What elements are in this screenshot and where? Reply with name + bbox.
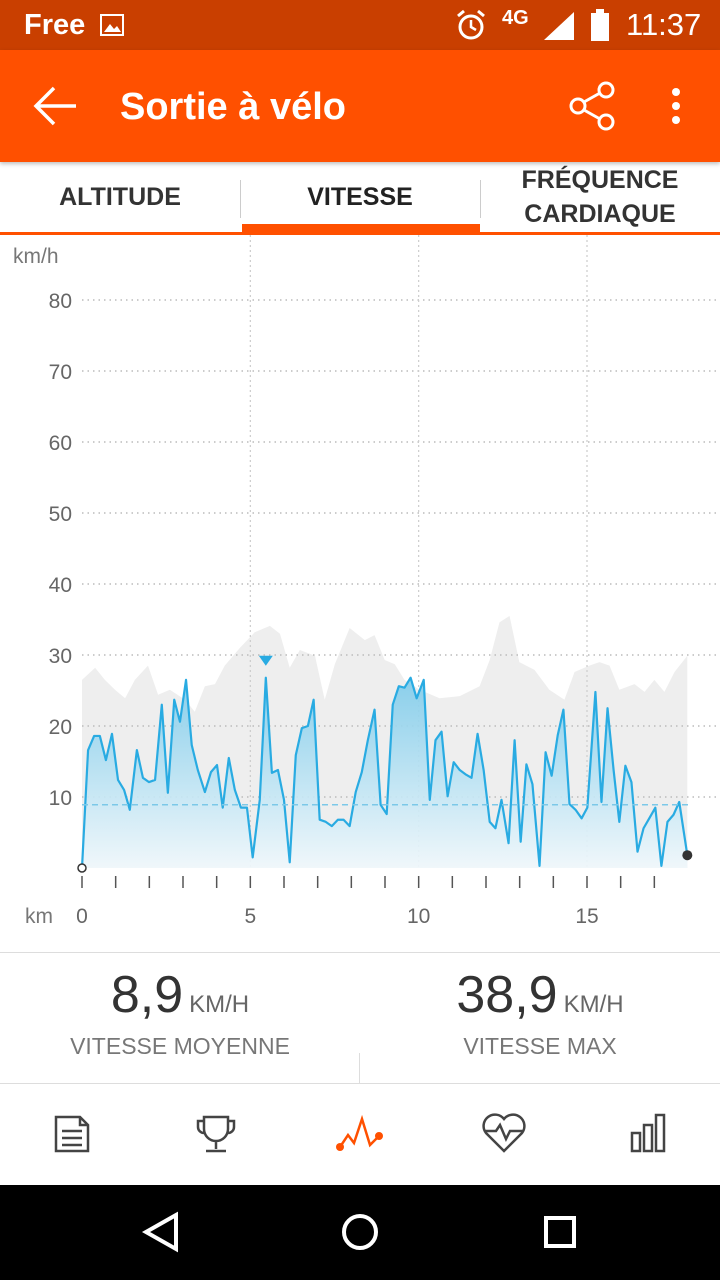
- stat-block: 38,9 KM/H VITESSE MAX: [360, 965, 720, 1060]
- bottom-nav: [54, 1113, 666, 1153]
- alarm-icon: [457, 9, 485, 40]
- graph-tab[interactable]: [336, 1114, 383, 1151]
- home-key[interactable]: [342, 1214, 378, 1250]
- x-tick-label: 15: [575, 905, 598, 928]
- divider: [0, 1083, 720, 1084]
- y-tick-label: 60: [49, 432, 72, 455]
- speed-line: [80, 676, 689, 869]
- stat-value: 38,9: [456, 966, 558, 1024]
- end-point: [682, 850, 693, 861]
- stats-tab[interactable]: [630, 1113, 666, 1153]
- system-nav-bar: [0, 1185, 720, 1280]
- network: 4G: [502, 7, 529, 29]
- x-tick-label: 0: [76, 905, 88, 928]
- stat-block: 8,9 KM/H VITESSE MOYENNE: [0, 965, 360, 1060]
- app-bar: Sortie à vélo: [0, 50, 720, 162]
- y-tick-label: 10: [49, 787, 72, 810]
- recents-key[interactable]: [544, 1216, 576, 1248]
- signal-icon: [544, 12, 574, 40]
- summary-tab[interactable]: [54, 1115, 90, 1153]
- clock: 11:37: [626, 7, 702, 42]
- tab[interactable]: VITESSE: [240, 162, 480, 232]
- y-tick-label: 50: [49, 503, 72, 526]
- carrier: Free: [24, 9, 86, 41]
- y-tick-label: 20: [49, 716, 72, 739]
- tab-divider: [480, 180, 481, 218]
- chart: km/h km 10 20 30 40 50 60 70 80 0 5 10 15: [13, 235, 720, 928]
- status-bar: Free 4G 11:37: [0, 0, 720, 50]
- tab-divider: [240, 180, 241, 218]
- stat-label: VITESSE MAX: [463, 1033, 617, 1059]
- y-tick-label: 40: [49, 574, 72, 597]
- more-button[interactable]: [666, 86, 686, 126]
- tab[interactable]: ALTITUDE: [0, 162, 240, 232]
- area-fill: [82, 677, 688, 868]
- image-icon: [100, 14, 124, 36]
- y-tick-label: 30: [49, 645, 72, 668]
- start-point: [77, 863, 87, 873]
- trophy-tab[interactable]: [196, 1115, 236, 1153]
- system-nav-buttons: [141, 1211, 576, 1253]
- stat-unit: KM/H: [189, 991, 250, 1018]
- tab-bar: ALTITUDE VITESSE FRÉQUENCE CARDIAQUE: [0, 162, 720, 235]
- tab-label: VITESSE: [307, 183, 413, 211]
- back-key[interactable]: [141, 1211, 178, 1253]
- y-axis-label: km/h: [13, 245, 59, 268]
- battery-icon: [591, 9, 609, 41]
- max-marker: [258, 655, 273, 666]
- divider: [0, 952, 720, 953]
- screen-title: Sortie à vélo: [120, 86, 346, 128]
- x-tick-label: 5: [244, 905, 256, 928]
- y-tick-label: 80: [49, 290, 72, 313]
- stat-value: 8,9: [110, 966, 184, 1024]
- y-tick-label: 70: [49, 361, 72, 384]
- divider: [359, 1053, 360, 1083]
- x-tick-label: 10: [407, 905, 430, 928]
- heart-rate-tab[interactable]: [482, 1113, 526, 1153]
- x-axis-label: km: [25, 905, 53, 928]
- share-button[interactable]: [566, 80, 620, 132]
- stat-label: VITESSE MOYENNE: [70, 1033, 290, 1059]
- stat-unit: KM/H: [563, 991, 624, 1018]
- tab-label: FRÉQUENCE CARDIAQUE: [521, 166, 679, 228]
- tab[interactable]: FRÉQUENCE CARDIAQUE: [480, 162, 720, 232]
- tab-label: ALTITUDE: [59, 183, 181, 211]
- back-button[interactable]: [30, 84, 80, 128]
